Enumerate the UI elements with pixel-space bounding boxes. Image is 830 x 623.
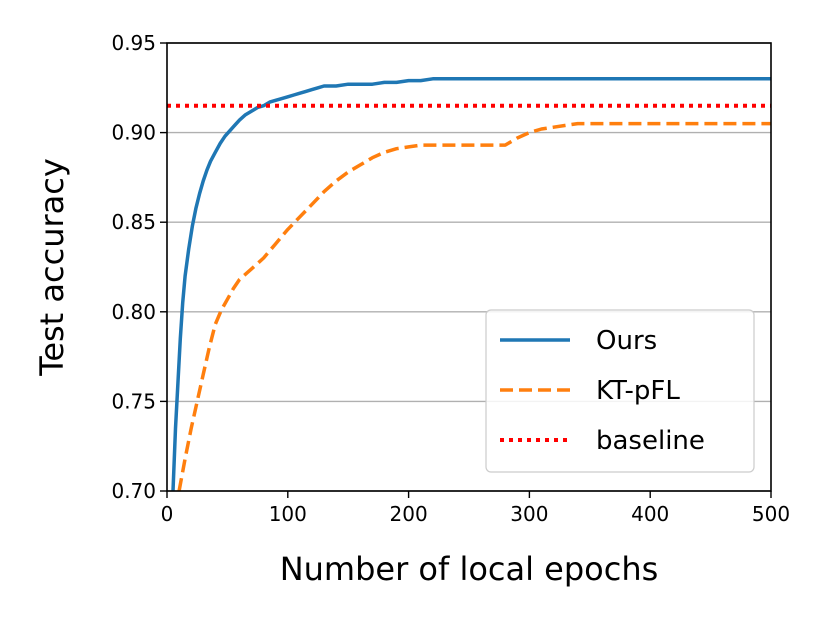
plot-lines	[167, 77, 771, 491]
legend-label-ours: Ours	[596, 326, 657, 356]
x-tick-label: 100	[269, 502, 307, 526]
series-line-ours	[171, 77, 771, 491]
legend-label-kt-pfl: KT-pFL	[596, 376, 680, 406]
ticks: 0.70 0.75 0.80 0.85 0.90 0.95 0 100 200 300 400 500	[111, 31, 790, 526]
legend: Ours KT-pFL baseline	[485, 309, 755, 473]
series-line-kt-pfl	[177, 121, 771, 491]
legend-label-baseline: baseline	[596, 426, 705, 456]
x-tick-label: 400	[631, 502, 669, 526]
y-tick-label: 0.80	[111, 300, 156, 324]
x-tick-label: 0	[161, 502, 174, 526]
x-tick-label: 500	[752, 502, 790, 526]
y-tick-label: 0.70	[111, 479, 156, 503]
y-tick-label: 0.85	[111, 210, 156, 234]
x-tick-label: 200	[390, 502, 428, 526]
plot-frame	[166, 42, 772, 492]
x-tick-label: 300	[510, 502, 548, 526]
x-axis-label: Number of local epochs	[280, 550, 659, 588]
y-tick-label: 0.95	[111, 31, 156, 55]
y-tick-label: 0.75	[111, 389, 156, 413]
legend-box	[485, 309, 755, 473]
y-tick-label: 0.90	[111, 121, 156, 145]
y-axis-label: Test accuracy	[33, 158, 71, 377]
